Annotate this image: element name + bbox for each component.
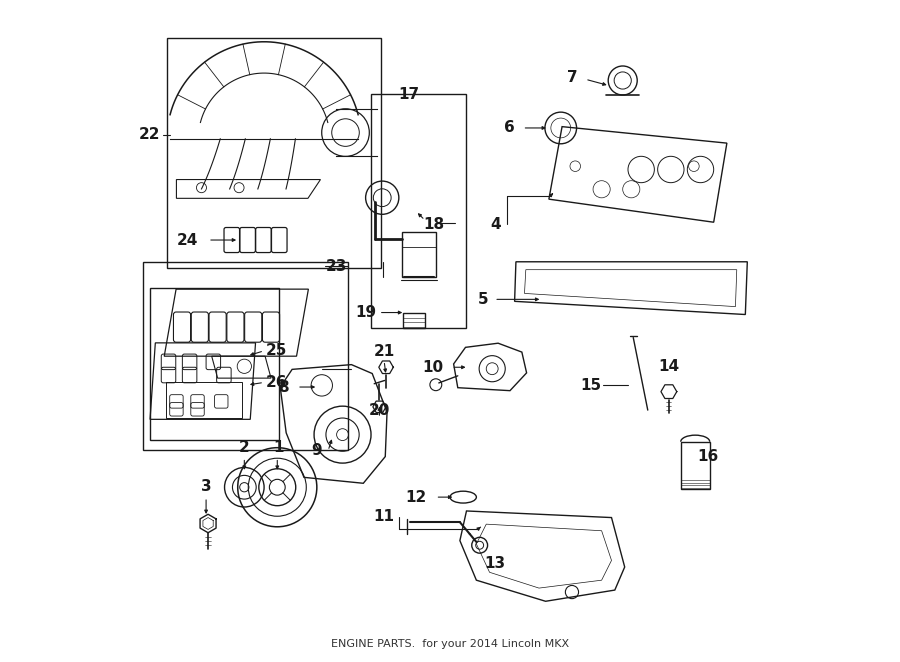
Bar xyxy=(402,232,436,277)
Text: 25: 25 xyxy=(266,344,287,358)
Text: 17: 17 xyxy=(398,87,419,101)
Bar xyxy=(166,38,381,268)
Bar xyxy=(402,312,425,328)
Text: 23: 23 xyxy=(326,259,347,274)
Text: 20: 20 xyxy=(369,403,391,418)
Text: 10: 10 xyxy=(422,359,444,375)
Text: 3: 3 xyxy=(201,479,212,495)
Text: 24: 24 xyxy=(176,232,198,248)
Text: 12: 12 xyxy=(406,490,427,504)
Text: 21: 21 xyxy=(374,344,395,359)
Text: 26: 26 xyxy=(266,375,287,390)
Text: 18: 18 xyxy=(424,216,445,232)
Text: 14: 14 xyxy=(658,359,680,374)
Bar xyxy=(680,442,710,489)
Text: 4: 4 xyxy=(491,216,501,232)
Text: 5: 5 xyxy=(478,292,488,307)
Bar xyxy=(150,288,279,440)
Text: 22: 22 xyxy=(139,127,160,142)
Text: 9: 9 xyxy=(310,444,321,459)
Text: 19: 19 xyxy=(355,305,376,320)
Text: 6: 6 xyxy=(504,120,515,136)
Text: 13: 13 xyxy=(484,557,506,571)
Text: ENGINE PARTS.  for your 2014 Lincoln MKX: ENGINE PARTS. for your 2014 Lincoln MKX xyxy=(331,639,569,649)
Bar xyxy=(143,261,347,449)
Text: 8: 8 xyxy=(278,379,289,395)
Text: 1: 1 xyxy=(274,440,284,455)
Text: 16: 16 xyxy=(698,449,719,464)
Text: 15: 15 xyxy=(580,377,601,393)
Text: 2: 2 xyxy=(238,440,249,455)
Text: 7: 7 xyxy=(567,70,577,85)
Bar xyxy=(371,94,466,328)
Text: 11: 11 xyxy=(373,509,394,524)
